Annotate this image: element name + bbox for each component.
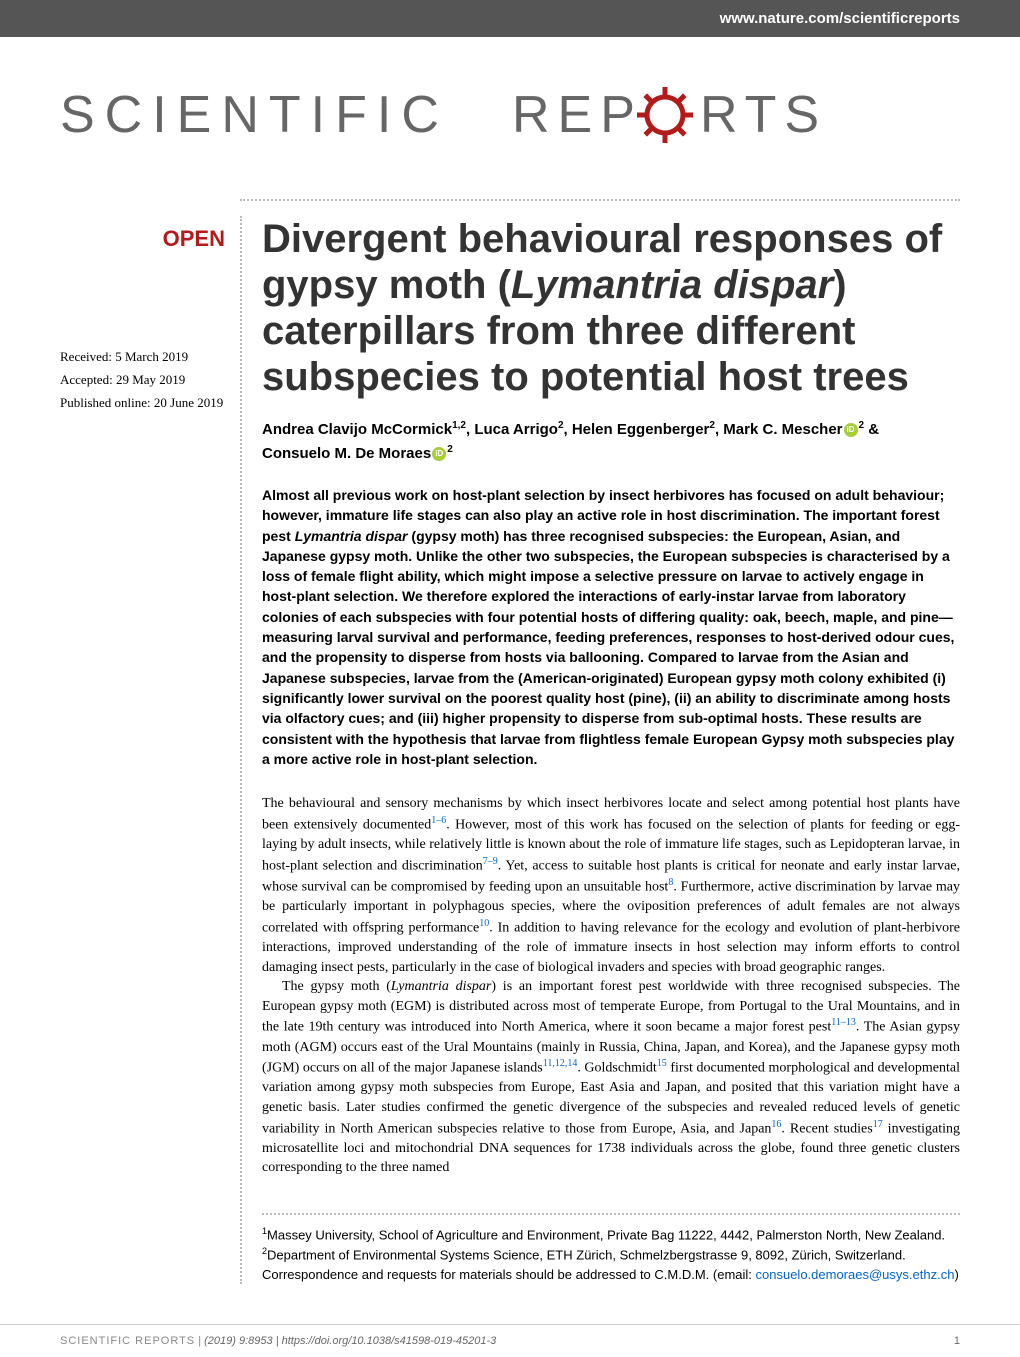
ref-link[interactable]: 11–13: [831, 1017, 856, 1028]
correspondence-email[interactable]: consuelo.demoraes@usys.ethz.ch: [756, 1267, 955, 1282]
svg-text:RTS: RTS: [700, 86, 827, 144]
title-species: Lymantria dispar: [511, 263, 833, 307]
footer-sep: |: [195, 1335, 204, 1347]
ref-link[interactable]: 7–9: [483, 856, 498, 867]
journal-logo: SCIENTIFIC REP RTS: [0, 37, 1020, 199]
body-para-2: The gypsy moth (Lymantria dispar) is an …: [262, 977, 960, 1178]
affiliation-close: ): [954, 1267, 958, 1282]
page-footer: SCIENTIFIC REPORTS | (2019) 9:8953 | htt…: [0, 1324, 1020, 1357]
abstract-p2: (gypsy moth) has three recognised subspe…: [262, 528, 954, 767]
accepted-date: Accepted: 29 May 2019: [60, 370, 225, 391]
abstract-species: Lymantria dispar: [295, 528, 408, 544]
author-3-aff: 2: [709, 420, 715, 431]
svg-text:REP: REP: [512, 86, 643, 144]
left-column: OPEN Received: 5 March 2019 Accepted: 29…: [60, 216, 240, 1284]
affiliations: 1Massey University, School of Agricultur…: [262, 1203, 960, 1284]
orcid-icon[interactable]: [432, 447, 446, 461]
main-content: OPEN Received: 5 March 2019 Accepted: 29…: [0, 201, 1020, 1304]
ref-link[interactable]: 11,12,14: [543, 1058, 578, 1069]
received-date: Received: 5 March 2019: [60, 347, 225, 368]
author-3[interactable]: Helen Eggenberger: [572, 421, 710, 438]
author-5-aff: 2: [447, 444, 453, 455]
author-4[interactable]: Mark C. Mescher: [723, 421, 842, 438]
publication-dates: Received: 5 March 2019 Accepted: 29 May …: [60, 347, 225, 413]
footer-journal: SCIENTIFIC REPORTS: [60, 1335, 195, 1347]
svg-text:SCIENTIFIC: SCIENTIFIC: [60, 86, 449, 144]
footer-citation: (2019) 9:8953 | https://doi.org/10.1038/…: [204, 1335, 496, 1347]
published-date: Published online: 20 June 2019: [60, 393, 225, 414]
body-text: The behavioural and sensory mechanisms b…: [262, 794, 960, 1178]
body-para-1: The behavioural and sensory mechanisms b…: [262, 794, 960, 977]
author-1-aff: 1,2: [452, 420, 466, 431]
ampersand: &: [864, 421, 879, 438]
header-bar: www.nature.com/scientificreports: [0, 0, 1020, 37]
author-2-aff: 2: [558, 420, 564, 431]
article-title: Divergent behavioural responses of gypsy…: [262, 216, 960, 400]
open-access-badge: OPEN: [60, 226, 225, 252]
author-2[interactable]: Luca Arrigo: [474, 421, 558, 438]
right-column: Divergent behavioural responses of gypsy…: [240, 216, 960, 1284]
affiliation-1: Massey University, School of Agriculture…: [267, 1227, 945, 1242]
affiliations-divider: [262, 1213, 960, 1215]
ref-link[interactable]: 1–6: [431, 815, 446, 826]
ref-link[interactable]: 10: [479, 918, 489, 929]
footer-page-number: 1: [954, 1335, 960, 1347]
author-1[interactable]: Andrea Clavijo McCormick: [262, 421, 452, 438]
scientific-reports-logo: SCIENTIFIC REP RTS: [60, 77, 960, 157]
ref-link[interactable]: 17: [873, 1119, 883, 1130]
footer-left: SCIENTIFIC REPORTS | (2019) 9:8953 | htt…: [60, 1335, 496, 1347]
author-5[interactable]: Consuelo M. De Moraes: [262, 445, 431, 462]
ref-link[interactable]: 15: [657, 1058, 667, 1069]
abstract: Almost all previous work on host-plant s…: [262, 485, 960, 769]
orcid-icon[interactable]: [844, 423, 858, 437]
ref-link[interactable]: 16: [771, 1119, 781, 1130]
journal-url[interactable]: www.nature.com/scientificreports: [720, 10, 960, 27]
authors-list: Andrea Clavijo McCormick1,2, Luca Arrigo…: [262, 418, 960, 465]
